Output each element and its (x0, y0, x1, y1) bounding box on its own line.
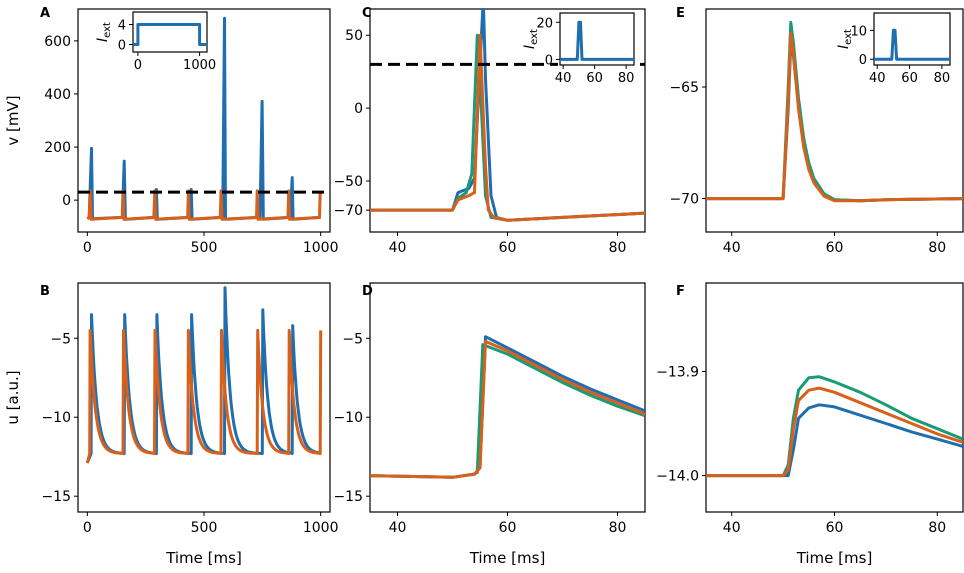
inset-y-tick-label: 0 (118, 39, 126, 54)
y-tick-label: −5 (50, 331, 71, 347)
y-tick-label: −15 (333, 489, 363, 505)
y-tick-label: −10 (41, 410, 71, 426)
y-tick-label: −65 (669, 80, 699, 96)
inset-y-tick-label: 20 (536, 16, 553, 31)
panel-letter: B (40, 284, 50, 299)
panel-letter: F (676, 284, 685, 299)
inset-y-label: Iext (836, 29, 854, 49)
series-orange (85, 328, 323, 464)
inset-series (133, 23, 207, 46)
x-tick-label: 60 (826, 520, 844, 536)
y-tick-label: 50 (345, 28, 363, 44)
x-tick-label: 80 (609, 240, 627, 256)
x-tick-label: 0 (83, 520, 92, 536)
y-tick-label: 0 (354, 101, 363, 117)
inset-A: 0 1000 0 4 Iext (95, 10, 216, 73)
x-tick-label: 40 (389, 520, 407, 536)
y-tick-label: 400 (44, 87, 71, 103)
axes-frame (705, 282, 964, 513)
series-blue (85, 286, 321, 464)
series-orange (86, 189, 322, 221)
series-orange (706, 386, 963, 478)
x-tick-label: 1000 (303, 240, 339, 256)
x-tick-label: 1000 (303, 520, 339, 536)
inset-background (131, 10, 209, 54)
inset-x-tick-label: 80 (618, 71, 635, 86)
inset-y-tick-label: 4 (118, 19, 126, 34)
panel-B: B 0 500 1000 −15 −10 −5 u [a.u.] Time [ms] (4, 282, 339, 567)
x-axis-label: Time [ms] (796, 549, 873, 567)
y-tick-label: −70 (669, 192, 699, 208)
y-tick-label: −10 (333, 410, 363, 426)
inset-background (872, 11, 952, 67)
y-axis-label: v [mV] (4, 95, 22, 145)
y-axis-label: u [a.u.] (4, 370, 22, 424)
inset-x-tick-label: 60 (586, 71, 603, 86)
inset-axes-frame (132, 11, 208, 53)
panel-letter: E (676, 6, 685, 21)
panel-F: F 40 60 80 −14.0 −13.9 Time [ms] (656, 282, 964, 567)
inset-x-tick-label: 40 (869, 71, 886, 86)
panel-letter: C (362, 6, 372, 21)
x-tick-label: 60 (826, 240, 844, 256)
panel-letter: A (40, 6, 50, 21)
inset-background (558, 11, 636, 67)
y-tick-label: 0 (62, 193, 71, 209)
inset-y-label: Iext (95, 22, 113, 42)
inset-x-tick-label: 60 (901, 71, 918, 86)
series-orange (370, 33, 645, 222)
x-tick-label: 40 (389, 240, 407, 256)
inset-axes-frame (559, 12, 635, 66)
series-green (370, 343, 645, 479)
x-tick-label: 0 (83, 240, 92, 256)
panel-A: A 0 500 1000 0 200 400 600 v [mV] 0 1000 0 4 Iext (4, 6, 338, 256)
x-tick-label: 40 (723, 520, 741, 536)
x-tick-label: 80 (928, 520, 946, 536)
inset-axes-frame (873, 12, 951, 66)
series-blue (706, 403, 963, 478)
y-tick-label: −70 (333, 203, 363, 219)
inset-x-tick-label: 40 (555, 71, 572, 86)
inset-y-tick-label: 0 (545, 53, 553, 68)
series-orange (370, 339, 645, 479)
x-tick-label: 80 (609, 520, 627, 536)
y-tick-label: −15 (41, 489, 71, 505)
y-tick-label: −14.0 (656, 469, 699, 485)
x-tick-label: 500 (191, 240, 218, 256)
x-axis-label: Time [ms] (165, 549, 242, 567)
panel-D: D 40 60 80 −15 −10 −5 Time [ms] (333, 282, 646, 567)
x-tick-label: 60 (499, 520, 517, 536)
x-tick-label: 80 (928, 240, 946, 256)
y-tick-label: 600 (44, 34, 71, 50)
x-axis-label: Time [ms] (469, 549, 546, 567)
y-tick-label: −5 (342, 331, 363, 347)
inset-y-label: Iext (522, 29, 540, 49)
series-orange (706, 32, 963, 203)
panel-letter: D (362, 284, 373, 299)
inset-y-tick-label: 0 (859, 53, 867, 68)
inset-x-tick-label: 0 (134, 58, 142, 73)
y-tick-label: −50 (333, 174, 363, 190)
inset-x-tick-label: 1000 (183, 58, 216, 73)
x-tick-label: 500 (191, 520, 218, 536)
series-blue (370, 335, 645, 479)
x-tick-label: 40 (723, 240, 741, 256)
inset-y-tick-label: 10 (850, 24, 867, 39)
x-tick-label: 60 (499, 240, 517, 256)
inset-x-tick-label: 80 (934, 71, 951, 86)
y-tick-label: 200 (44, 140, 71, 156)
y-tick-label: −13.9 (656, 364, 699, 380)
inset-series (874, 28, 950, 61)
inset-series (560, 20, 634, 61)
